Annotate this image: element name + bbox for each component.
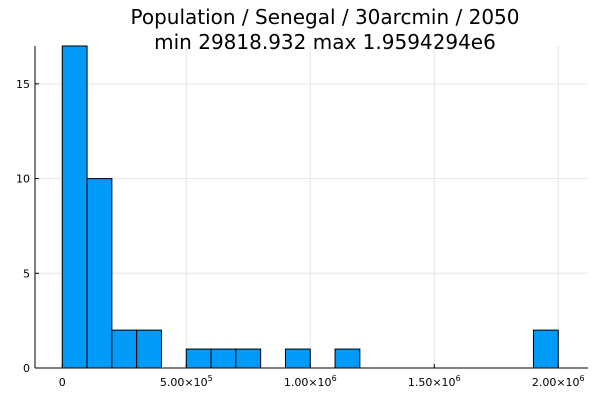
y-axis-ticks: 0 5 10 15 (16, 78, 39, 375)
histogram-bar-1 (86, 178, 113, 369)
y-tick-label-1: 5 (23, 267, 30, 280)
chart-title-line1: Population / Senegal / 30arcmin / 2050 (130, 5, 519, 29)
histogram-bar-19 (532, 329, 559, 369)
y-tick-label-0: 0 (23, 362, 30, 375)
histogram-bar-6 (210, 348, 237, 369)
y-tick-label-3: 15 (16, 78, 30, 91)
histogram-bar-3 (136, 329, 162, 369)
histogram-bar-0 (61, 45, 88, 369)
x-tick-label-4: 2.00×106 (532, 374, 585, 389)
x-tick-label-2: 1.00×106 (284, 374, 337, 389)
x-tick-label-3: 1.50×106 (408, 374, 461, 389)
histogram-bar-9 (284, 348, 311, 369)
histogram-bar-7 (235, 348, 262, 369)
chart-title-line2: min 29818.932 max 1.9594294e6 (154, 30, 496, 54)
axes (34, 46, 588, 369)
histogram-bar-2 (111, 329, 138, 369)
x-axis-ticks: 0 5.00×105 1.00×106 1.50×106 2.00×106 (59, 364, 585, 389)
bars (61, 45, 559, 369)
y-tick-label-2: 10 (16, 173, 30, 186)
x-tick-label-0: 0 (59, 376, 66, 389)
histogram-bar-11 (334, 348, 361, 369)
histogram-bar-5 (185, 348, 212, 369)
x-tick-label-1: 5.00×105 (160, 374, 213, 389)
grid (35, 46, 588, 369)
